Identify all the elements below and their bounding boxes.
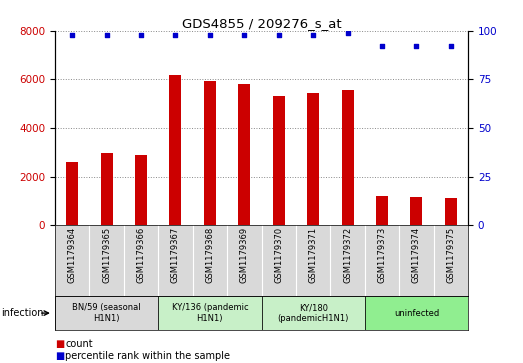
Text: ■: ■ bbox=[55, 351, 64, 362]
Point bbox=[378, 44, 386, 49]
Point bbox=[137, 32, 145, 38]
Point bbox=[240, 32, 248, 38]
Text: ■: ■ bbox=[55, 339, 64, 349]
Point bbox=[68, 32, 76, 38]
Bar bbox=[135, 155, 147, 225]
Bar bbox=[158, 296, 262, 330]
Bar bbox=[169, 74, 181, 225]
Text: infection: infection bbox=[1, 308, 43, 318]
Bar bbox=[411, 197, 423, 225]
Text: count: count bbox=[65, 339, 93, 349]
Point bbox=[344, 30, 352, 36]
Text: GSM1179372: GSM1179372 bbox=[343, 227, 352, 283]
Text: GSM1179369: GSM1179369 bbox=[240, 227, 249, 283]
Text: GSM1179371: GSM1179371 bbox=[309, 227, 317, 283]
Bar bbox=[204, 81, 216, 225]
Bar bbox=[238, 84, 251, 225]
Bar bbox=[376, 196, 388, 225]
Point bbox=[103, 32, 111, 38]
Point bbox=[412, 44, 420, 49]
Point bbox=[275, 32, 283, 38]
Text: BN/59 (seasonal
H1N1): BN/59 (seasonal H1N1) bbox=[72, 303, 141, 323]
Text: GSM1179367: GSM1179367 bbox=[171, 227, 180, 284]
Bar bbox=[100, 154, 112, 225]
Point bbox=[171, 32, 179, 38]
Bar bbox=[272, 97, 285, 225]
Bar bbox=[66, 162, 78, 225]
Bar bbox=[445, 198, 457, 225]
Bar bbox=[342, 90, 354, 225]
Point bbox=[447, 44, 455, 49]
Text: GSM1179366: GSM1179366 bbox=[137, 227, 145, 284]
Bar bbox=[307, 93, 319, 225]
Text: GSM1179365: GSM1179365 bbox=[102, 227, 111, 283]
Point bbox=[309, 32, 317, 38]
Bar bbox=[262, 296, 365, 330]
Text: percentile rank within the sample: percentile rank within the sample bbox=[65, 351, 230, 362]
Text: GSM1179373: GSM1179373 bbox=[378, 227, 386, 284]
Bar bbox=[365, 296, 468, 330]
Text: uninfected: uninfected bbox=[394, 309, 439, 318]
Text: GSM1179375: GSM1179375 bbox=[446, 227, 456, 283]
Title: GDS4855 / 209276_s_at: GDS4855 / 209276_s_at bbox=[181, 17, 342, 30]
Text: KY/180
(pandemicH1N1): KY/180 (pandemicH1N1) bbox=[278, 303, 349, 323]
Text: GSM1179370: GSM1179370 bbox=[274, 227, 283, 283]
Bar bbox=[55, 296, 158, 330]
Text: GSM1179374: GSM1179374 bbox=[412, 227, 421, 283]
Text: KY/136 (pandemic
H1N1): KY/136 (pandemic H1N1) bbox=[172, 303, 248, 323]
Text: GSM1179368: GSM1179368 bbox=[206, 227, 214, 284]
Text: GSM1179364: GSM1179364 bbox=[67, 227, 77, 283]
Point bbox=[206, 32, 214, 38]
